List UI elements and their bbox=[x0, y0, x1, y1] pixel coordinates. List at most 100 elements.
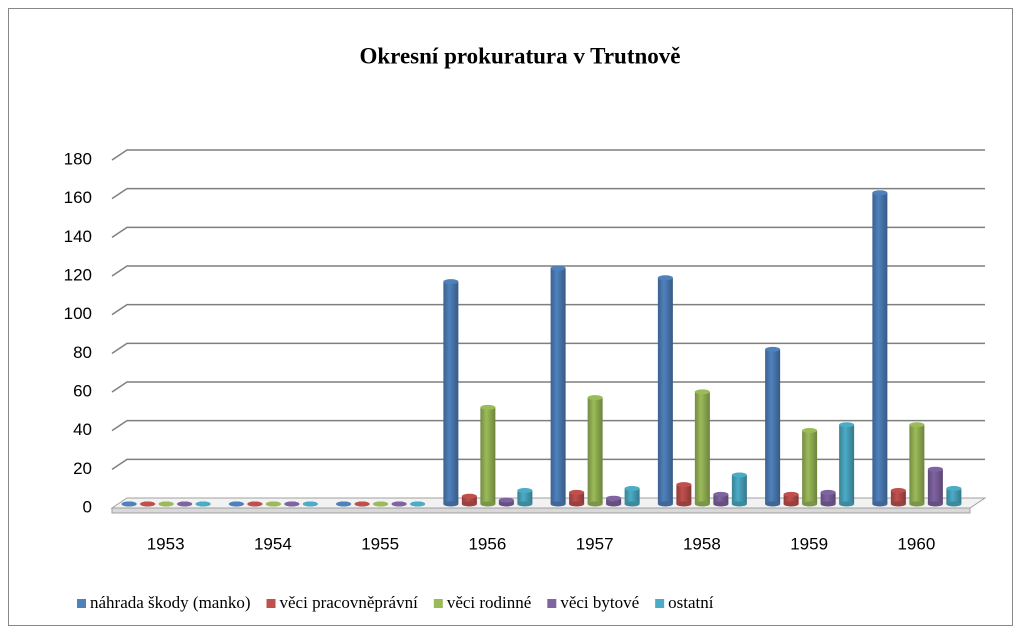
bar-base bbox=[587, 501, 603, 507]
bar bbox=[228, 501, 244, 507]
bar bbox=[872, 190, 888, 507]
y-tick-label: 140 bbox=[64, 227, 92, 246]
bar-cap bbox=[927, 466, 943, 472]
bar-cap bbox=[373, 501, 389, 507]
bar-body bbox=[909, 424, 925, 504]
y-tick-label: 80 bbox=[73, 343, 92, 362]
bar-base bbox=[498, 501, 514, 507]
bar bbox=[713, 491, 729, 507]
legend-label: věci pracovněprávní bbox=[280, 593, 419, 612]
bar-base bbox=[872, 501, 888, 507]
legend-swatch bbox=[266, 599, 276, 608]
y-tick-label: 0 bbox=[83, 497, 92, 516]
bar-base bbox=[820, 501, 836, 507]
bar-cap bbox=[713, 491, 729, 497]
bar-body bbox=[802, 430, 818, 504]
bar-base bbox=[461, 501, 477, 507]
bar-cap bbox=[336, 501, 352, 507]
bar-cap bbox=[247, 501, 263, 507]
bar bbox=[731, 472, 747, 507]
bar-base bbox=[713, 501, 729, 507]
bar-base bbox=[694, 501, 710, 507]
bar bbox=[443, 279, 459, 507]
bar bbox=[783, 491, 799, 507]
bar-base bbox=[517, 501, 533, 507]
bar-base bbox=[624, 501, 640, 507]
bar-body bbox=[443, 281, 459, 504]
bar bbox=[550, 265, 566, 507]
bar bbox=[909, 422, 925, 507]
bar-cap bbox=[195, 501, 211, 507]
bar-body bbox=[765, 349, 781, 504]
bar bbox=[765, 346, 781, 507]
bar-cap bbox=[731, 472, 747, 478]
x-tick-label: 1960 bbox=[897, 534, 935, 553]
bar-cap bbox=[890, 487, 906, 493]
grid-line bbox=[111, 187, 985, 200]
legend-label: ostatní bbox=[668, 593, 714, 612]
bar bbox=[158, 501, 174, 507]
bar-body bbox=[657, 277, 673, 504]
x-tick-label: 1958 bbox=[683, 534, 721, 553]
bar-base bbox=[765, 501, 781, 507]
y-tick-label: 60 bbox=[73, 381, 92, 400]
chart-title: Okresní prokuratura v Trutnově bbox=[360, 43, 681, 68]
bar-cap bbox=[909, 422, 925, 428]
y-tick-label: 160 bbox=[64, 188, 92, 207]
bar-cap bbox=[284, 501, 300, 507]
bar-base bbox=[480, 501, 496, 507]
bar bbox=[839, 422, 855, 507]
bar-cap bbox=[461, 493, 477, 499]
bar-body bbox=[839, 424, 855, 504]
bar-cap bbox=[410, 501, 426, 507]
bar bbox=[354, 501, 370, 507]
bar-body bbox=[461, 496, 477, 504]
bar-cap bbox=[228, 501, 244, 507]
bar-base bbox=[731, 501, 747, 507]
grid-line bbox=[111, 149, 985, 161]
grid-line bbox=[111, 226, 985, 238]
legend-swatch bbox=[655, 599, 665, 608]
floor-edge bbox=[111, 507, 971, 514]
bar bbox=[177, 501, 193, 507]
bar-cap bbox=[517, 487, 533, 493]
legend-label: věci bytové bbox=[560, 593, 639, 612]
bar-body bbox=[587, 397, 603, 504]
bar-base bbox=[946, 501, 962, 507]
bar-cap bbox=[391, 501, 407, 507]
bar-cap bbox=[480, 404, 496, 410]
bar-body bbox=[694, 391, 710, 504]
bar-cap bbox=[872, 190, 888, 196]
bar bbox=[624, 486, 640, 507]
bar-cap bbox=[140, 501, 156, 507]
bar-body bbox=[783, 494, 799, 504]
bar-cap bbox=[694, 389, 710, 395]
bar bbox=[802, 428, 818, 507]
bar bbox=[498, 497, 514, 507]
bar-body bbox=[550, 268, 566, 504]
bar-cap bbox=[498, 497, 514, 503]
bar bbox=[373, 501, 389, 507]
bar bbox=[517, 487, 533, 507]
bar-body bbox=[624, 488, 640, 504]
legend-swatch bbox=[433, 599, 443, 608]
bar-cap bbox=[946, 486, 962, 492]
y-tick-label: 40 bbox=[73, 420, 92, 439]
bar-cap bbox=[839, 422, 855, 428]
bar-body bbox=[569, 492, 585, 504]
x-tick-label: 1955 bbox=[361, 534, 399, 553]
x-tick-label: 1956 bbox=[468, 534, 506, 553]
bar-cap bbox=[443, 279, 459, 285]
bar bbox=[247, 501, 263, 507]
bar bbox=[284, 501, 300, 507]
grid-line bbox=[111, 381, 985, 393]
bar-base bbox=[839, 501, 855, 507]
x-tick-label: 1954 bbox=[254, 534, 292, 553]
bar-base bbox=[657, 501, 673, 507]
bar bbox=[569, 489, 585, 507]
bar bbox=[587, 395, 603, 507]
y-tick-label: 100 bbox=[64, 304, 92, 323]
bar-body bbox=[517, 490, 533, 504]
bar-body bbox=[927, 469, 943, 504]
bar-body bbox=[872, 192, 888, 504]
